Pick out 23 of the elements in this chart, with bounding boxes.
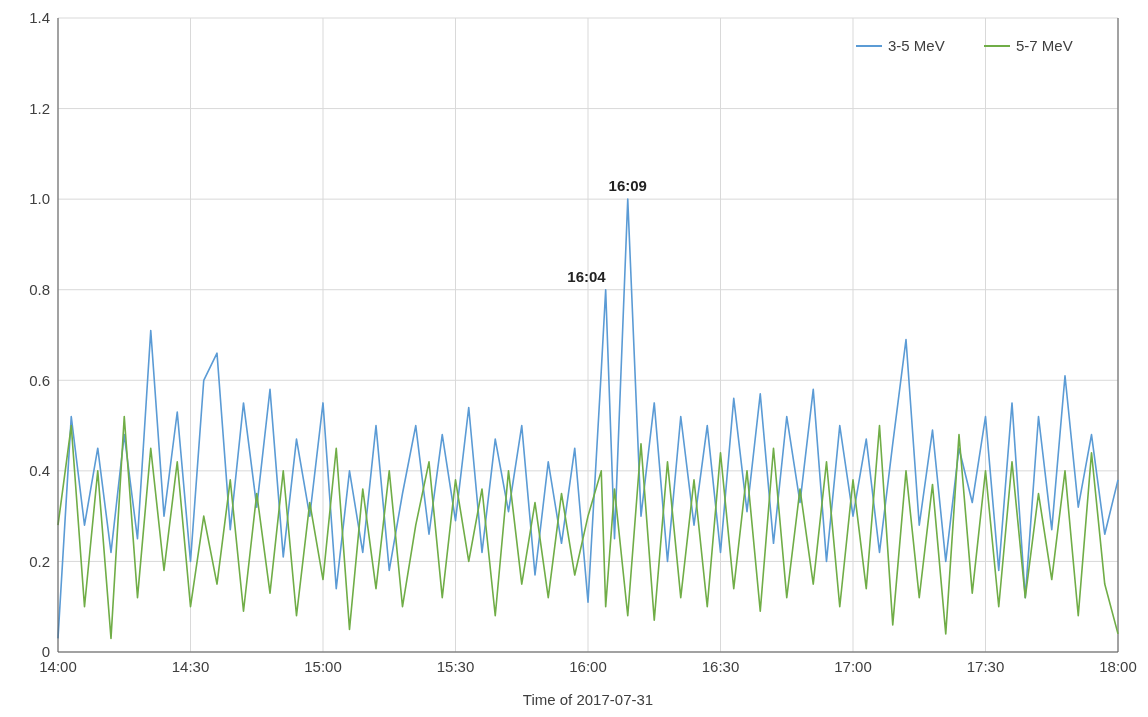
annotation: 16:04 — [567, 267, 607, 285]
x-tick-label: 18:00 — [1099, 658, 1137, 675]
y-tick-label: 1.4 — [29, 9, 50, 27]
x-tick-label: 15:30 — [436, 658, 475, 675]
annotation: 16:09 — [608, 177, 647, 195]
y-tick-label: 0.2 — [29, 552, 50, 570]
x-axis-title: Time of 2017-07-31 — [522, 691, 654, 708]
x-tick-label: 16:30 — [701, 658, 740, 675]
y-tick-label: 1.0 — [29, 190, 50, 208]
line-series — [57, 415, 1119, 640]
legend-label: 3-5 MeV — [888, 37, 945, 55]
y-tick-label: 0.4 — [29, 462, 50, 480]
x-tick-label: 14:30 — [171, 658, 210, 675]
x-tick-label: 15:00 — [304, 658, 342, 675]
x-tick-label: 17:30 — [966, 658, 1005, 675]
x-tick-label: 16:00 — [569, 658, 607, 675]
legend-label: 5-7 MeV — [1016, 37, 1073, 55]
x-tick-label: 17:00 — [834, 658, 872, 675]
y-tick-label: 1.2 — [29, 99, 50, 117]
y-tick-label: 0 — [41, 643, 50, 661]
y-tick-label: 0.6 — [29, 371, 50, 389]
y-tick-label: 0.8 — [29, 280, 50, 298]
x-tick-label: 14:00 — [39, 658, 77, 675]
